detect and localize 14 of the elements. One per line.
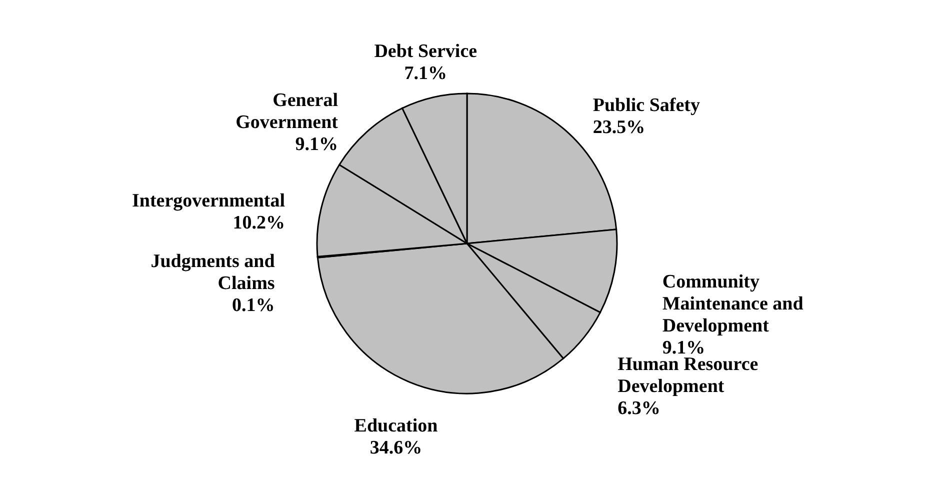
data-label: 34.6% [370,437,422,458]
data-label: 10.2% [232,212,286,234]
data-label: 9.1% [295,134,338,155]
data-label: 0.1% [232,295,275,316]
slice-label: General Government [236,90,339,133]
slice-label: Intergovernmental [132,190,286,212]
data-label: 6.3% [618,398,660,420]
slice-label: Debt Service [374,41,478,62]
data-label: 23.5% [592,117,646,138]
slice-label: Public Safety [592,95,700,116]
slice-label: Community Maintenance and Development [662,271,804,336]
slice-label: Education [354,415,438,436]
slice-label: Judgments and Claims [150,251,276,294]
data-label: 7.1% [404,63,448,84]
